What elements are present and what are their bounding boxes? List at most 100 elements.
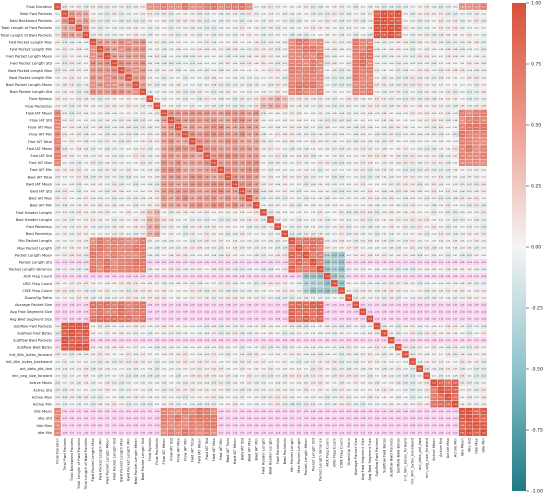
heatmap-cell-value: 0.04: [325, 28, 330, 30]
heatmap-cell-value: -0.08: [446, 162, 452, 164]
heatmap-cell-value: -0.05: [325, 77, 331, 79]
heatmap-cell-value: -0.08: [261, 35, 267, 37]
heatmap-cell-value: -0.02: [367, 28, 373, 30]
heatmap-cell-value: -0.11: [140, 120, 146, 122]
heatmap-cell-value: 0.03: [183, 13, 188, 15]
heatmap-cell-value: -0.06: [460, 191, 466, 193]
heatmap-cell-value: -0.10: [218, 219, 224, 221]
heatmap-cell-value: -0.06: [261, 219, 267, 221]
heatmap-cell-value: -0.03: [275, 233, 281, 235]
heatmap-cell-value: -0.01: [55, 20, 61, 22]
heatmap-cell-value: -0.02: [154, 91, 160, 93]
heatmap-cell-value: 0.03: [382, 49, 387, 51]
heatmap-cell-value: -0.07: [76, 63, 82, 65]
heatmap-cell-value: -0.08: [304, 148, 310, 150]
heatmap-cell-value: -0.05: [112, 148, 118, 150]
heatmap-cell-value: -0.04: [375, 56, 381, 58]
heatmap-cell-value: 0.02: [247, 42, 252, 44]
heatmap-cell-value: -0.07: [424, 170, 430, 172]
heatmap-cell-value: -0.01: [403, 35, 409, 37]
heatmap-cell-value: -0.05: [375, 205, 381, 207]
heatmap-cell-value: -0.04: [282, 262, 288, 264]
heatmap-cell-value: -0.06: [382, 106, 388, 108]
heatmap-cell-value: -0.07: [98, 20, 104, 22]
heatmap-cell-value: -0.01: [474, 35, 480, 37]
heatmap-cell-value: -0.09: [311, 233, 317, 235]
heatmap-cell-value: -0.05: [304, 170, 310, 172]
heatmap-cell-value: -0.07: [382, 42, 388, 44]
heatmap-cell-value: -0.40: [325, 269, 331, 271]
heatmap-cell-value: -0.06: [91, 35, 97, 37]
heatmap-cell-value: 0.04: [410, 28, 415, 30]
heatmap-cell-value: -0.04: [431, 6, 437, 8]
heatmap-cell-value: -0.09: [261, 198, 267, 200]
heatmap-cell-value: -0.01: [382, 226, 388, 228]
heatmap-cell-value: -0.00: [261, 205, 267, 207]
heatmap-cell-value: -0.08: [353, 134, 359, 136]
heatmap-cell-value: -0.06: [375, 177, 381, 179]
heatmap-cell-value: -0.25: [304, 283, 310, 285]
heatmap-cell-value: -0.10: [446, 226, 452, 228]
heatmap-cell-value: -0.11: [438, 198, 444, 200]
heatmap-cell-value: -0.05: [325, 184, 331, 186]
heatmap-cell-value: -0.10: [417, 91, 423, 93]
heatmap-cell-value: -0.05: [169, 283, 175, 285]
heatmap-cell-value: -0.11: [204, 20, 210, 22]
heatmap-cell-value: -0.08: [261, 191, 267, 193]
heatmap-cell-value: -0.08: [417, 255, 423, 257]
heatmap-cell-value: 0.10: [311, 28, 316, 30]
heatmap-cell-value: -0.05: [197, 63, 203, 65]
heatmap-cell-value: -0.02: [282, 212, 288, 214]
heatmap-cell-value: -0.02: [417, 198, 423, 200]
heatmap-cell-value: -0.02: [154, 162, 160, 164]
heatmap-cell-value: 1.00: [389, 35, 394, 37]
heatmap-cell-value: 0.05: [226, 20, 231, 22]
heatmap-cell-value: -0.02: [325, 212, 331, 214]
heatmap-cell-value: -0.06: [481, 99, 487, 101]
heatmap-cell-value: 0.62: [91, 49, 96, 51]
heatmap-cell-value: -0.11: [403, 99, 409, 101]
heatmap-cell-value: -0.02: [105, 184, 111, 186]
heatmap-cell-value: -0.01: [211, 63, 217, 65]
heatmap-cell-value: -0.06: [417, 134, 423, 136]
heatmap-cell-value: -0.07: [190, 219, 196, 221]
heatmap-cell-value: -0.11: [76, 191, 82, 193]
heatmap-cell-value: -0.00: [410, 120, 416, 122]
heatmap-cell-value: -0.03: [403, 290, 409, 292]
heatmap-cell-value: -0.04: [467, 106, 473, 108]
heatmap-cell-value: -0.06: [438, 42, 444, 44]
heatmap-cell-value: -0.06: [382, 198, 388, 200]
heatmap-cell-value: 0.01: [481, 28, 486, 30]
heatmap-cell-value: -0.05: [162, 99, 168, 101]
heatmap-cell-value: -0.01: [424, 226, 430, 228]
heatmap-cell-value: 0.60: [460, 6, 465, 8]
heatmap-cell-value: 0.03: [169, 49, 174, 51]
heatmap-cell-value: 0.46: [112, 49, 117, 51]
heatmap-cell-value: -0.00: [453, 205, 459, 207]
heatmap-cell-value: 0.06: [233, 13, 238, 15]
heatmap-cell-value: 0.02: [119, 35, 124, 37]
heatmap-cell-value: -0.11: [240, 20, 246, 22]
heatmap-cell-value: -0.10: [183, 233, 189, 235]
heatmap-cell-value: -0.09: [353, 241, 359, 243]
heatmap-cell-value: -0.11: [375, 212, 381, 214]
heatmap-cell-value: -0.09: [382, 141, 388, 143]
heatmap-cell-value: -0.06: [254, 290, 260, 292]
heatmap-cell-value: -0.03: [62, 212, 68, 214]
heatmap-cell-value: -0.04: [460, 177, 466, 179]
heatmap-cell-value: -0.03: [91, 155, 97, 157]
heatmap-cell-value: -0.06: [375, 49, 381, 51]
heatmap-cell-value: -0.00: [460, 99, 466, 101]
heatmap-cell-value: -0.08: [346, 233, 352, 235]
heatmap-cell-value: 0.99: [375, 20, 380, 22]
heatmap-cell-value: -0.08: [474, 70, 480, 72]
heatmap-cell-value: -0.06: [169, 20, 175, 22]
heatmap-cell-value: 0.79: [212, 6, 217, 8]
heatmap-cell-value: -0.08: [240, 13, 246, 15]
heatmap-cell-value: -0.10: [367, 170, 373, 172]
heatmap-cell-value: -0.01: [282, 241, 288, 243]
heatmap-cell-value: -0.03: [424, 269, 430, 271]
heatmap-cell-value: -0.06: [382, 162, 388, 164]
heatmap-cell-value: -0.10: [304, 35, 310, 37]
heatmap-cell-value: 0.10: [403, 28, 408, 30]
